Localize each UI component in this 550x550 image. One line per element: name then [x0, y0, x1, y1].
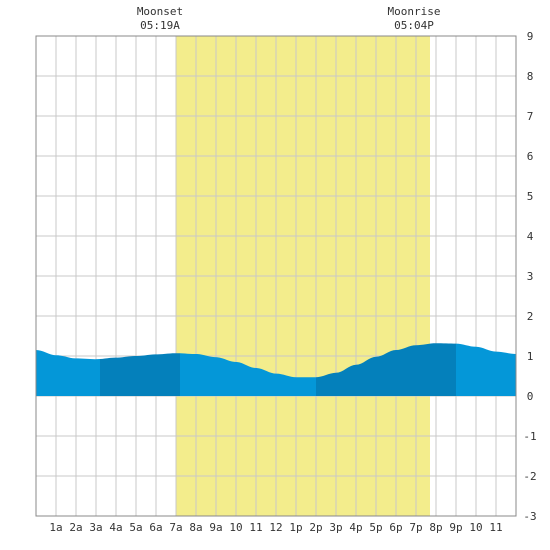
x-tick-label: 1p — [289, 521, 302, 534]
x-tick-label: 6p — [389, 521, 402, 534]
x-tick-label: 9p — [449, 521, 462, 534]
x-tick-label: 4p — [349, 521, 362, 534]
moon-event-time: 05:04P — [394, 19, 434, 32]
x-tick-label: 10 — [229, 521, 242, 534]
x-tick-label: 11 — [489, 521, 502, 534]
x-tick-label: 7p — [409, 521, 422, 534]
x-tick-label: 12 — [269, 521, 282, 534]
x-tick-label: 10 — [469, 521, 482, 534]
y-tick-label: 8 — [527, 70, 534, 83]
y-tick-label: 1 — [527, 350, 534, 363]
x-tick-label: 3a — [89, 521, 102, 534]
tide-area-band — [100, 353, 180, 396]
tide-area-band — [180, 353, 316, 396]
y-tick-label: -1 — [523, 430, 536, 443]
x-tick-label: 7a — [169, 521, 182, 534]
tide-area-band — [36, 350, 100, 396]
x-tick-label: 3p — [329, 521, 342, 534]
axes-layer — [35, 35, 517, 517]
y-tick-label: -3 — [523, 510, 536, 523]
x-tick-label: 8a — [189, 521, 202, 534]
x-tick-label: 5p — [369, 521, 382, 534]
x-tick-label: 11 — [249, 521, 262, 534]
x-tick-label: 2a — [69, 521, 82, 534]
x-tick-label: 2p — [309, 521, 322, 534]
x-tick-label: 9a — [209, 521, 222, 534]
y-tick-label: 6 — [527, 150, 534, 163]
labels-layer: 1a 2a 3a 4a 5a 6a 7a 8a 9a 10 11 12 1p 2p 3p 4p 5p 6p 7p 8p… — [49, 5, 536, 534]
x-tick-label: 8p — [429, 521, 442, 534]
plot-frame — [35, 35, 517, 517]
tide-area-band — [316, 343, 456, 396]
moon-event-time: 05:19A — [140, 19, 180, 32]
moon-event-label: Moonset — [137, 5, 183, 18]
y-tick-label: 9 — [527, 30, 534, 43]
grid-layer — [36, 36, 516, 516]
y-tick-label: 0 — [527, 390, 534, 403]
y-tick-label: -2 — [523, 470, 536, 483]
tide-area-band — [456, 343, 516, 396]
y-tick-label: 4 — [527, 230, 534, 243]
water-layer — [36, 343, 516, 396]
y-tick-label: 3 — [527, 270, 534, 283]
y-tick-label: 2 — [527, 310, 534, 323]
x-tick-label: 5a — [129, 521, 142, 534]
y-tick-label: 5 — [527, 190, 534, 203]
y-tick-label: 7 — [527, 110, 534, 123]
x-tick-label: 4a — [109, 521, 122, 534]
x-tick-label: 6a — [149, 521, 162, 534]
moon-event-label: Moonrise — [388, 5, 441, 18]
x-tick-label: 1a — [49, 521, 62, 534]
